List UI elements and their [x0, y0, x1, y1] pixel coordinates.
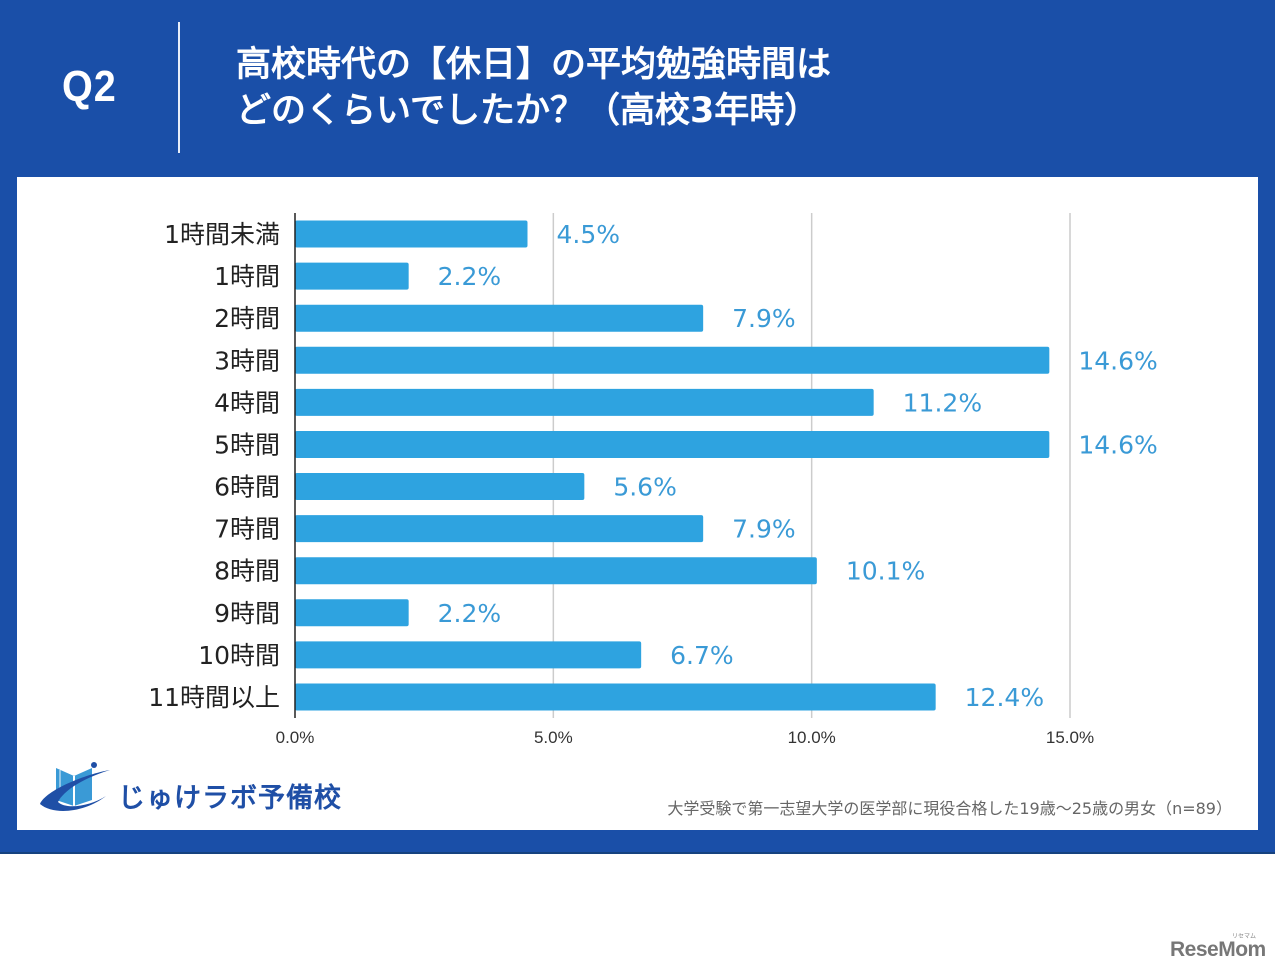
bar [295, 683, 936, 711]
bar [295, 220, 528, 248]
category-label: 2時間 [214, 304, 280, 333]
chart-title: 高校時代の【休日】の平均勉強時間は どのくらいでしたか？（高校3年時） [236, 42, 831, 134]
logo-text: じゅけラボ予備校 [118, 783, 342, 814]
value-label: 6.7% [670, 641, 734, 670]
value-label: 2.2% [438, 262, 502, 291]
jukelabo-logo-icon [40, 762, 110, 811]
bar [295, 346, 1050, 374]
title-line-1: 高校時代の【休日】の平均勉強時間は [236, 45, 832, 85]
bar [295, 515, 704, 543]
value-label: 14.6% [1078, 346, 1157, 375]
category-label: 1時間 [214, 262, 280, 291]
value-label: 2.2% [438, 599, 502, 628]
x-axis-ticks: 0.0% 5.0% 10.0% 15.0% [276, 728, 1094, 747]
gridlines [552, 213, 1071, 718]
x-tick-label: 5.0% [534, 728, 573, 747]
bar [295, 599, 409, 627]
value-label: 7.9% [732, 304, 796, 333]
bars [295, 220, 1050, 711]
x-tick-label: 15.0% [1046, 728, 1094, 747]
category-label: 5時間 [214, 430, 280, 459]
category-label: 3時間 [214, 346, 280, 375]
header-divider [178, 22, 180, 153]
x-tick-label: 0.0% [276, 728, 315, 747]
sample-note: 大学受験で第一志望大学の医学部に現役合格した19歳～25歳の男女（n=89） [667, 799, 1232, 818]
value-label: 11.2% [903, 388, 982, 417]
category-label: 10時間 [198, 641, 280, 670]
category-label: 6時間 [214, 473, 280, 502]
orbit-swoosh-icon [40, 770, 110, 811]
bar [295, 473, 585, 501]
bar [295, 262, 409, 290]
value-label: 5.6% [613, 473, 677, 502]
category-label: 8時間 [214, 557, 280, 586]
x-tick-label: 10.0% [788, 728, 836, 747]
chart-panel [17, 177, 1258, 830]
value-label: 14.6% [1078, 430, 1157, 459]
value-label: 10.1% [846, 557, 925, 586]
category-label: 1時間未満 [164, 220, 280, 249]
bar [295, 557, 817, 585]
resemom-watermark: ReseMom [1170, 938, 1266, 961]
resemom-watermark-sub: リセマム [1232, 933, 1257, 940]
value-label: 7.9% [732, 515, 796, 544]
value-labels: 4.5% 2.2% 7.9% 14.6% 11.2% 14.6% 5.6% 7.9% 10.1%… [438, 220, 1158, 712]
title-line-2: どのくらいでしたか？（高校3年時） [236, 91, 820, 131]
bar [295, 641, 642, 669]
bar [295, 304, 704, 332]
category-label: 7時間 [214, 515, 280, 544]
value-label: 4.5% [557, 220, 621, 249]
category-labels: 1時間未満 1時間 2時間 3時間 4時間 5時間 6時間 7時間 8時間 9時間 10時間 11時間… [148, 220, 280, 712]
category-label: 9時間 [214, 599, 280, 628]
category-label: 4時間 [214, 388, 280, 417]
bar [295, 388, 874, 416]
bar [295, 430, 1050, 458]
question-label: Q2 [62, 62, 117, 111]
value-label: 12.4% [965, 683, 1044, 712]
category-label: 11時間以上 [148, 683, 280, 712]
